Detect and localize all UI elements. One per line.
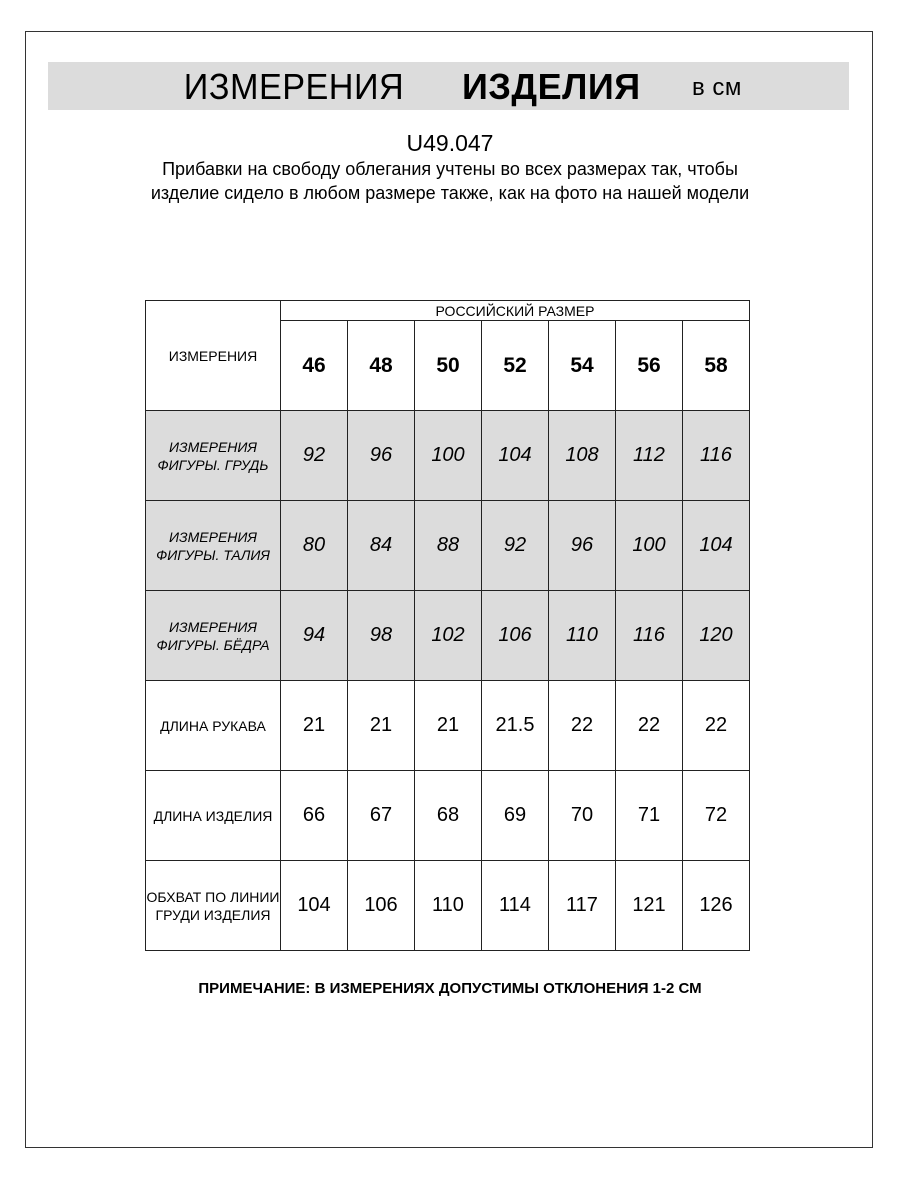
table-cell: 120 (682, 590, 750, 681)
table-row: ДЛИНА ИЗДЕЛИЯ 66 67 68 69 70 71 72 (145, 770, 750, 861)
row-label: ДЛИНА РУКАВА (145, 680, 281, 771)
table-cell: 66 (280, 770, 348, 861)
table-cell: 121 (615, 860, 683, 951)
table-row: ИЗМЕРЕНИЯ ФИГУРЫ. ГРУДЬ 92 96 100 104 108 112 1… (145, 410, 750, 501)
table-cell: 22 (615, 680, 683, 771)
description: Прибавки на свободу облегания учтены во … (150, 159, 750, 203)
row-label: ДЛИНА ИЗДЕЛИЯ (145, 770, 281, 861)
title-bold: ИЗДЕЛИЯ (462, 66, 641, 107)
table-cell: 21 (280, 680, 348, 771)
table-cell: 126 (682, 860, 750, 951)
table-cell: 88 (414, 500, 482, 591)
table-cell: 96 (548, 500, 616, 591)
table-cell: 92 (481, 500, 549, 591)
row-label: ОБХВАТ ПО ЛИНИИ ГРУДИ ИЗДЕЛИЯ (145, 860, 281, 951)
table-cell: 100 (615, 500, 683, 591)
table-cell: 112 (615, 410, 683, 501)
table-cell: 21 (347, 680, 415, 771)
row-label: ИЗМЕРЕНИЯ ФИГУРЫ. ТАЛИЯ (145, 500, 281, 591)
size-header: 58 (682, 320, 750, 411)
table-cell: 21.5 (481, 680, 549, 771)
table-cell: 110 (414, 860, 482, 951)
table-cell: 69 (481, 770, 549, 861)
table-cell: 98 (347, 590, 415, 681)
title-unit: в см (692, 74, 742, 101)
table-cell: 108 (548, 410, 616, 501)
table-cell: 22 (548, 680, 616, 771)
page-frame (25, 31, 873, 1148)
table-row: ИЗМЕРЕНИЯ ФИГУРЫ. БЁДРА 94 98 102 106 110 116 1… (145, 590, 750, 681)
table-cell: 68 (414, 770, 482, 861)
table-row: ИЗМЕРЕНИЯ ФИГУРЫ. ТАЛИЯ 80 84 88 92 96 100 104 (145, 500, 750, 591)
size-header: 54 (548, 320, 616, 411)
table-cell: 104 (280, 860, 348, 951)
table-cell: 96 (347, 410, 415, 501)
table-cell: 104 (682, 500, 750, 591)
size-header: 50 (414, 320, 482, 411)
table-cell: 71 (615, 770, 683, 861)
size-table: ИЗМЕРЕНИЯ РОССИЙСКИЙ РАЗМЕР 46 48 50 52 54 56… (145, 300, 750, 951)
size-header: 46 (280, 320, 348, 411)
table-cell: 106 (481, 590, 549, 681)
row-label: ИЗМЕРЕНИЯ ФИГУРЫ. БЁДРА (145, 590, 281, 681)
table-cell: 22 (682, 680, 750, 771)
table-cell: 116 (682, 410, 750, 501)
size-header: 48 (347, 320, 415, 411)
table-cell: 92 (280, 410, 348, 501)
table-cell: 94 (280, 590, 348, 681)
title-regular: ИЗМЕРЕНИЯ (183, 66, 405, 107)
table-cell: 84 (347, 500, 415, 591)
table-cell: 117 (548, 860, 616, 951)
table-row: ОБХВАТ ПО ЛИНИИ ГРУДИ ИЗДЕЛИЯ 104 106 110 11… (145, 860, 750, 951)
table-cell: 70 (548, 770, 616, 861)
table-row: ДЛИНА РУКАВА 21 21 21 21.5 22 22 22 (145, 680, 750, 771)
row-label: ИЗМЕРЕНИЯ ФИГУРЫ. ГРУДЬ (145, 410, 281, 501)
table-cell: 72 (682, 770, 750, 861)
table-cell: 21 (414, 680, 482, 771)
table-cell: 67 (347, 770, 415, 861)
size-header: 52 (481, 320, 549, 411)
table-cell: 104 (481, 410, 549, 501)
table-cell: 114 (481, 860, 549, 951)
table-cell: 110 (548, 590, 616, 681)
table-cell: 80 (280, 500, 348, 591)
size-header: 56 (615, 320, 683, 411)
corner-label: ИЗМЕРЕНИЯ (145, 300, 281, 411)
table-cell: 100 (414, 410, 482, 501)
table-cell: 102 (414, 590, 482, 681)
title-banner: ИЗМЕРЕНИЯ ИЗДЕЛИЯ в см (48, 62, 849, 110)
table-cell: 116 (615, 590, 683, 681)
group-header: РОССИЙСКИЙ РАЗМЕР (280, 300, 750, 321)
table-cell: 106 (347, 860, 415, 951)
article-code: U49.047 (406, 130, 494, 156)
note: ПРИМЕЧАНИЕ: В ИЗМЕРЕНИЯХ ДОПУСТИМЫ ОТКЛО… (198, 980, 702, 997)
